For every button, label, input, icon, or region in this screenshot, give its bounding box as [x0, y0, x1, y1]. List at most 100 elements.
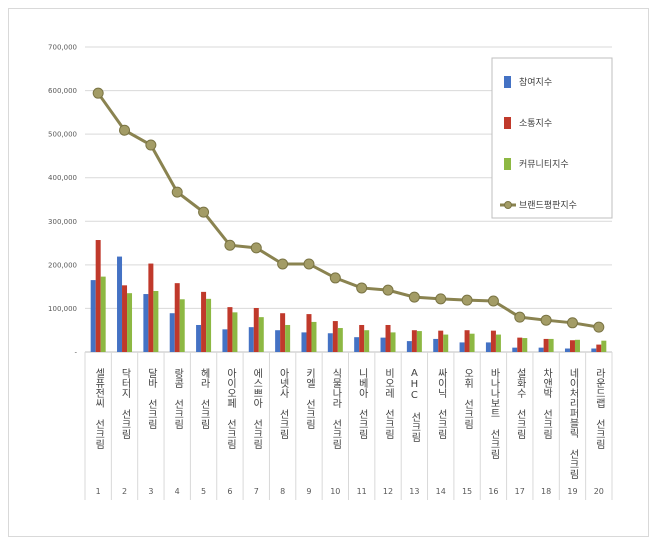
bar-2: [464, 330, 470, 352]
legend-box: [491, 57, 613, 219]
y-tick-label: 700,000: [48, 44, 77, 52]
y-tick-label: 500,000: [48, 131, 77, 139]
line-point: [224, 239, 236, 251]
line-point: [382, 284, 394, 296]
bar-2: [359, 324, 365, 352]
rank-label: 15: [462, 487, 472, 496]
rank-label: 12: [383, 487, 393, 496]
category-label: 설화수 선크림: [514, 368, 526, 439]
bar-2: [385, 324, 391, 352]
legend-label: 참여지수: [519, 76, 552, 88]
rank-label: 13: [409, 487, 419, 496]
bar-2: [201, 291, 207, 352]
bar-1: [117, 256, 123, 352]
bar-2: [517, 337, 523, 352]
category-label: 네이처리퍼블릭 선크림: [567, 368, 579, 479]
bar-2: [253, 307, 259, 352]
bar-1: [169, 313, 175, 352]
line-point: [356, 282, 368, 294]
category-label: 키엘 선크림: [303, 368, 315, 429]
bar-3: [443, 334, 449, 352]
bar-1: [275, 330, 281, 352]
category-label: 달바 선크림: [145, 368, 157, 429]
rank-label: 19: [567, 487, 577, 496]
category-label: 니베아 선크림: [356, 368, 368, 439]
bar-1: [433, 338, 439, 352]
legend-swatch-marker: [504, 201, 512, 209]
rank-label: 16: [488, 487, 498, 496]
bar-3: [416, 331, 422, 352]
bar-2: [332, 321, 338, 352]
bar-2: [596, 344, 602, 352]
bar-3: [206, 298, 212, 352]
category-label: 라운드랩 선크림: [593, 368, 605, 449]
line-point: [461, 294, 473, 306]
bar-3: [522, 338, 528, 352]
legend-swatch: [504, 117, 511, 129]
rank-label: 17: [515, 487, 525, 496]
bar-1: [591, 348, 597, 352]
category-label: 셀퓨전씨 선크림: [93, 368, 105, 449]
bar-3: [232, 312, 238, 352]
y-tick-label: 600,000: [48, 87, 77, 95]
category-label: 차앤박 선크림: [541, 368, 553, 439]
category-label: 아이오페 선크림: [224, 368, 236, 449]
line-point: [145, 139, 157, 151]
bar-2: [569, 340, 575, 352]
legend-label: 브랜드평판지수: [519, 200, 577, 211]
rank-label: 20: [594, 487, 604, 496]
bar-3: [127, 293, 133, 352]
bar-3: [390, 332, 396, 352]
line-point: [514, 311, 526, 323]
bar-2: [122, 285, 128, 352]
y-tick-label: -: [74, 349, 77, 357]
line-point: [277, 258, 289, 270]
bar-3: [100, 276, 106, 352]
bar-1: [564, 348, 570, 352]
bar-2: [411, 330, 417, 352]
line-point: [250, 242, 262, 254]
bar-2: [95, 240, 101, 352]
rank-label: 2: [122, 487, 127, 496]
bar-3: [258, 317, 264, 352]
bar-1: [538, 347, 544, 352]
category-label: 아넷사 선크림: [277, 368, 289, 439]
bar-3: [601, 340, 607, 352]
category-label: 오휘 선크림: [462, 368, 474, 429]
bar-3: [153, 291, 159, 352]
category-label: 닥터지 선크림: [119, 368, 131, 439]
bar-1: [222, 329, 228, 352]
line-point: [540, 314, 552, 326]
line-point: [593, 321, 605, 333]
bar-3: [495, 334, 501, 352]
rank-label: 18: [541, 487, 551, 496]
category-label: 싸이닉 선크림: [435, 368, 447, 439]
line-point: [566, 317, 578, 329]
rank-label: 8: [280, 487, 285, 496]
bar-2: [148, 263, 154, 352]
rank-label: 11: [357, 487, 367, 496]
y-tick-label: 300,000: [48, 218, 77, 226]
line-point: [435, 293, 447, 305]
legend-swatch: [504, 76, 511, 88]
y-tick-label: 100,000: [48, 305, 77, 313]
bar-3: [548, 338, 554, 352]
chart-frame: [8, 8, 649, 537]
rank-label: 14: [436, 487, 446, 496]
bar-1: [327, 333, 333, 352]
bar-2: [438, 330, 444, 352]
line-point: [198, 206, 210, 218]
bar-1: [459, 342, 465, 352]
rank-label: 3: [148, 487, 153, 496]
bar-2: [306, 314, 312, 352]
bar-1: [380, 337, 386, 352]
line-point: [119, 124, 131, 136]
rank-label: 6: [227, 487, 232, 496]
bar-1: [301, 332, 307, 352]
rank-label: 7: [254, 487, 259, 496]
bar-2: [227, 307, 233, 352]
bar-1: [90, 280, 96, 352]
category-label: 랑콤 선크림: [172, 368, 184, 429]
